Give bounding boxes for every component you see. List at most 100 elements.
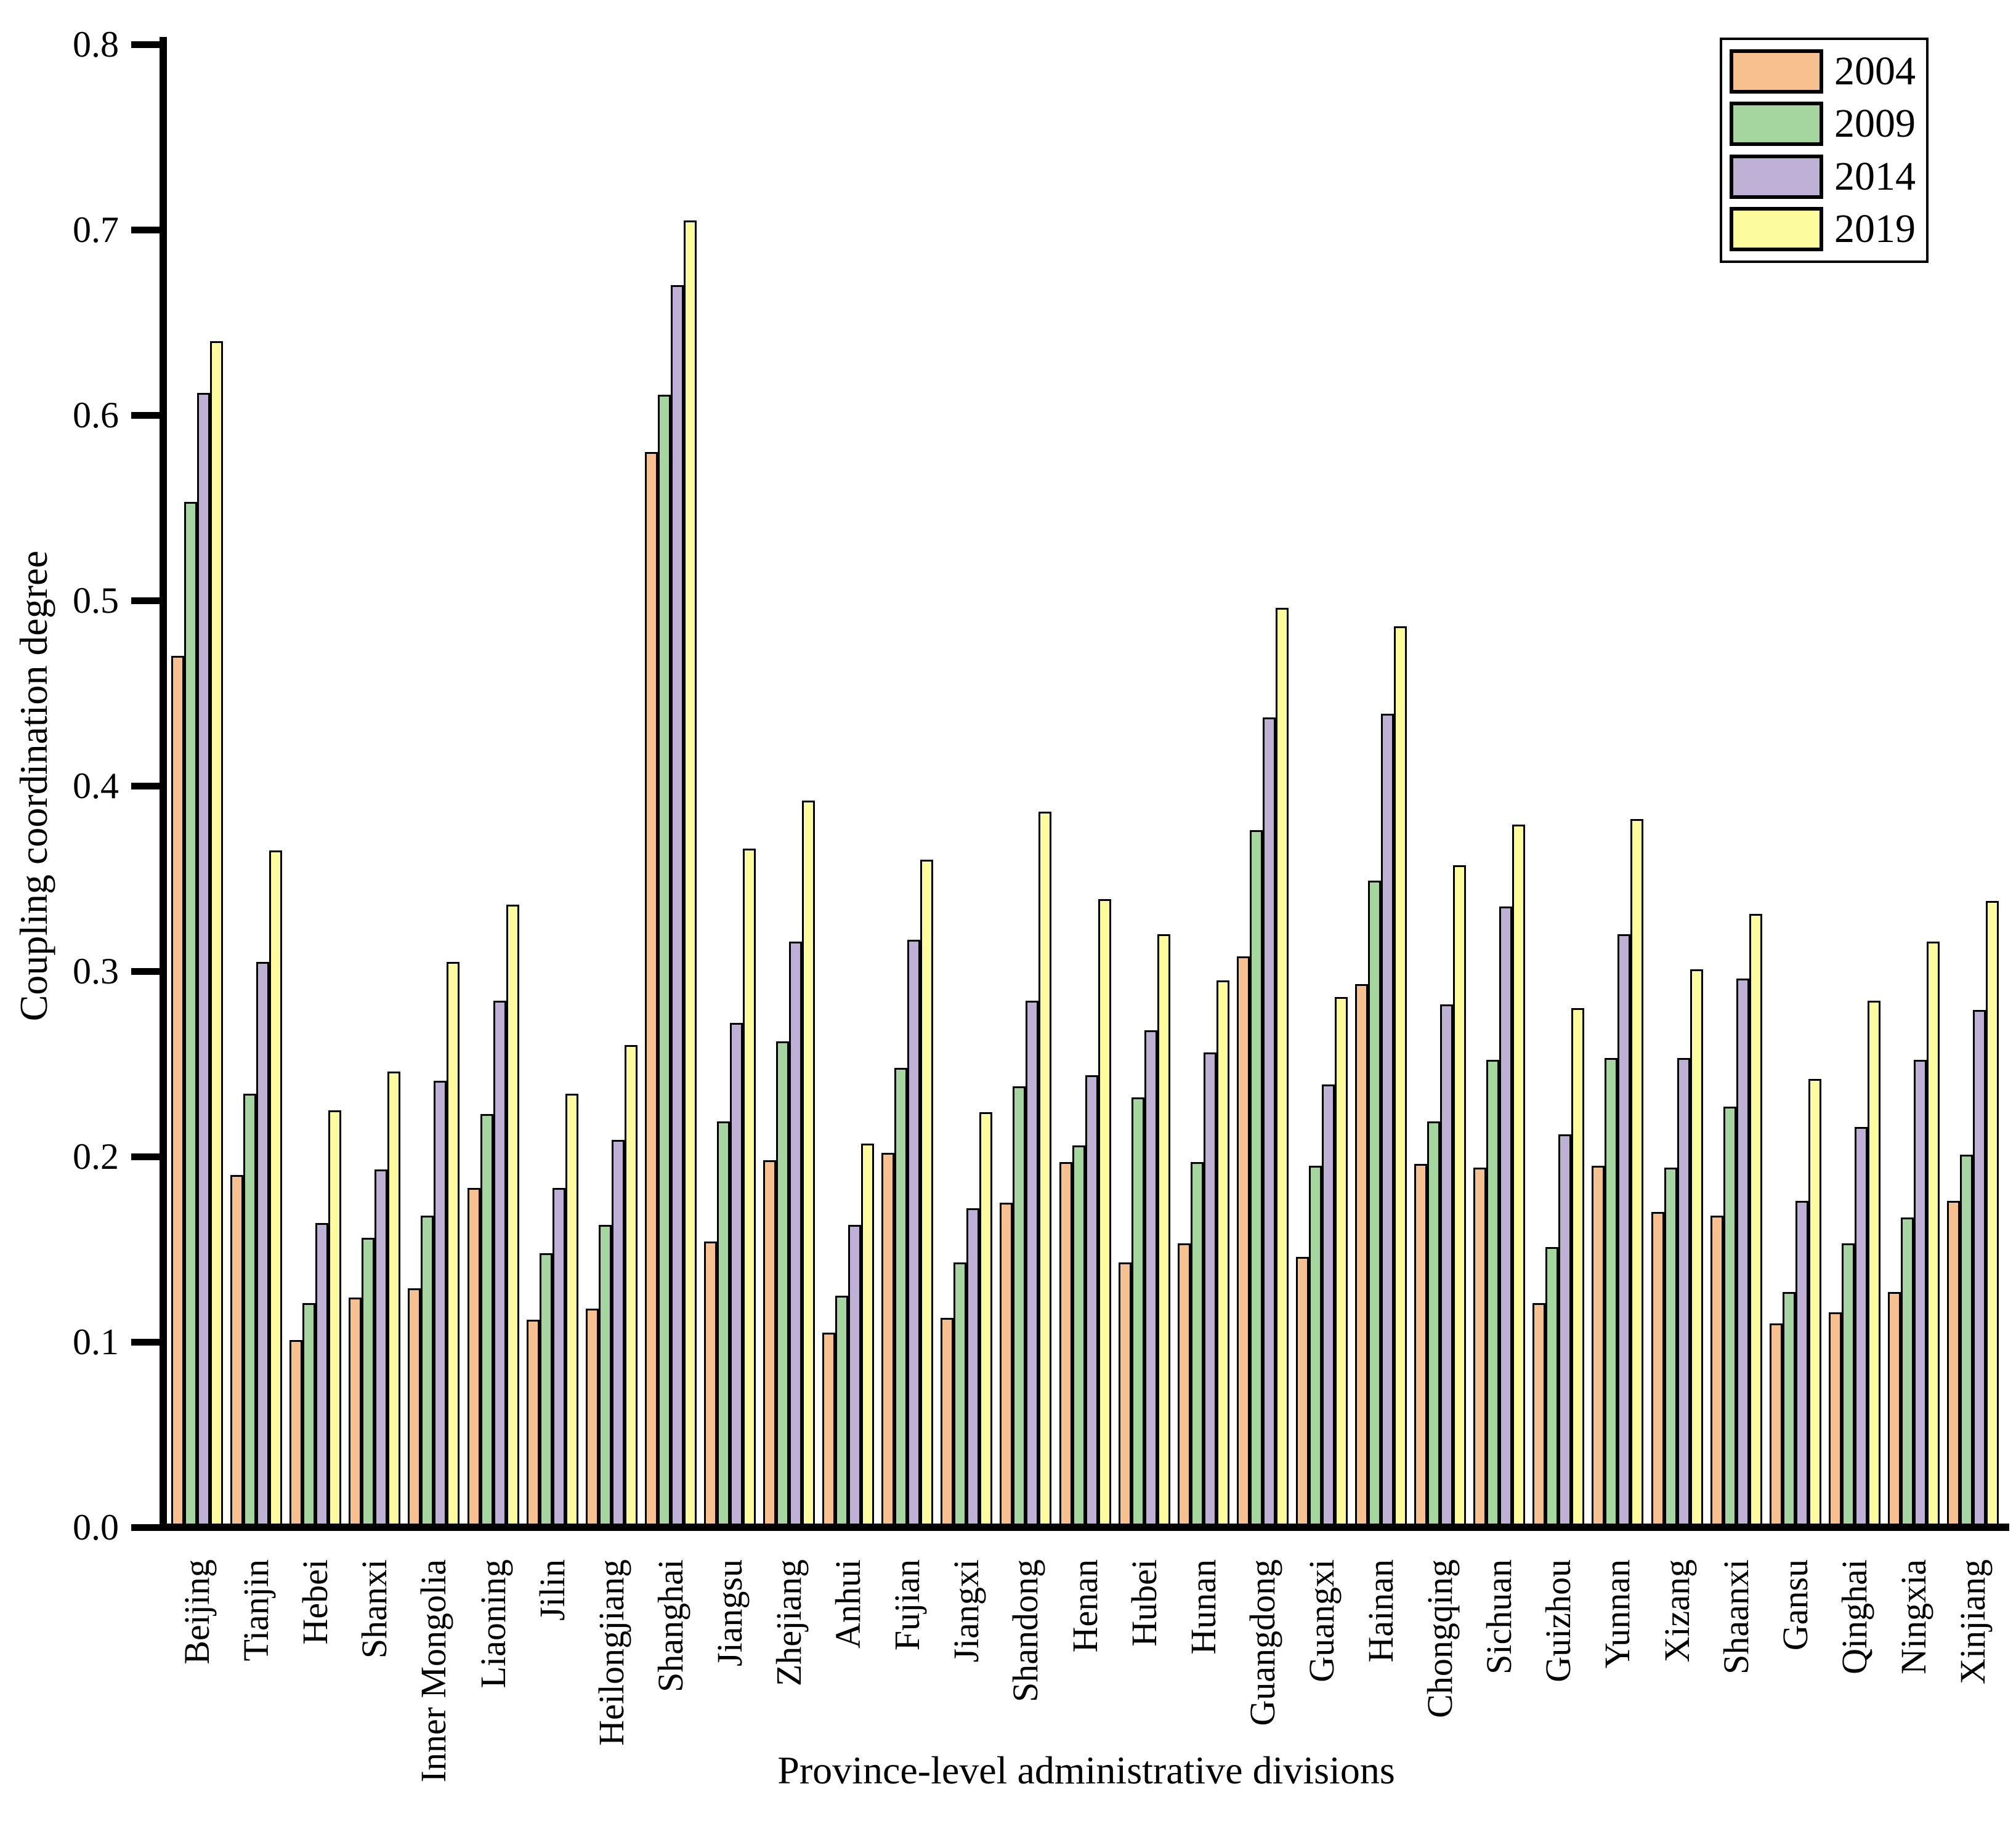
bar-jilin-2009	[539, 1253, 553, 1527]
bar-heilongjiang-2004	[585, 1308, 599, 1527]
bar-hebei-2019	[328, 1110, 342, 1527]
bar-shanxi-2014	[374, 1169, 388, 1527]
bar-xizang-2004	[1651, 1212, 1664, 1527]
y-tick	[131, 597, 160, 604]
x-category-label: Hebei	[295, 1559, 336, 1645]
x-category-label: Shanghai	[650, 1559, 690, 1692]
y-tick	[131, 226, 160, 233]
x-category-label: Guangxi	[1301, 1559, 1342, 1682]
bar-gansu-2004	[1769, 1323, 1783, 1527]
bar-shanxi-2004	[349, 1297, 362, 1527]
x-category-label: Liaoning	[472, 1559, 513, 1689]
bar-guizhou-2004	[1532, 1302, 1546, 1527]
x-category-label: Yunnan	[1597, 1559, 1638, 1669]
legend-item-2019: 2019	[1722, 204, 1926, 254]
bar-jilin-2019	[565, 1093, 578, 1527]
y-tick	[131, 411, 160, 419]
y-tick-label: 0.0	[73, 1507, 119, 1548]
x-category-label: Henan	[1064, 1559, 1105, 1653]
legend-label: 2004	[1834, 48, 1916, 94]
bar-tianjin-2009	[243, 1093, 257, 1527]
bar-fujian-2009	[894, 1067, 908, 1527]
x-axis-title: Province-level administrative divisions	[777, 1748, 1395, 1792]
y-tick-label: 0.6	[73, 395, 119, 435]
bar-yunnan-2014	[1617, 934, 1631, 1527]
bar-jiangxi-2014	[966, 1208, 980, 1527]
legend-item-2004: 2004	[1722, 46, 1926, 97]
bar-gansu-2009	[1782, 1291, 1795, 1527]
bar-hunan-2004	[1177, 1243, 1191, 1527]
y-tick-label: 0.7	[73, 209, 119, 250]
bar-ningxia-2019	[1926, 941, 1940, 1527]
bar-hainan-2004	[1355, 984, 1368, 1527]
bar-inner-mongolia-2019	[447, 961, 460, 1527]
x-category-label: Jiangxi	[946, 1559, 987, 1663]
bar-sichuan-2009	[1486, 1060, 1500, 1527]
bar-guangdong-2019	[1275, 608, 1289, 1527]
bar-sichuan-2004	[1473, 1168, 1487, 1527]
legend-swatch-2019	[1730, 207, 1823, 252]
bar-hainan-2019	[1394, 626, 1407, 1527]
bar-hubei-2019	[1157, 934, 1170, 1527]
bar-zhejiang-2004	[763, 1160, 776, 1527]
bar-qinghai-2009	[1841, 1243, 1855, 1527]
x-category-label: Jilin	[532, 1559, 572, 1621]
bar-guangxi-2019	[1334, 997, 1348, 1527]
x-category-label: Jiangsu	[709, 1559, 750, 1666]
y-tick-label: 0.1	[73, 1322, 119, 1362]
x-category-label: Heilongjiang	[591, 1559, 631, 1746]
bar-shandong-2009	[1013, 1086, 1026, 1527]
bar-jiangsu-2004	[703, 1242, 717, 1527]
bar-qinghai-2019	[1867, 1001, 1880, 1527]
bar-tianjin-2014	[256, 961, 270, 1527]
bar-hunan-2019	[1216, 980, 1229, 1527]
bar-guangdong-2009	[1249, 830, 1263, 1527]
bar-hebei-2009	[302, 1302, 316, 1527]
x-category-label: Shanxi	[354, 1559, 395, 1659]
y-tick	[131, 1153, 160, 1160]
bar-hainan-2014	[1381, 713, 1394, 1527]
legend-swatch-2009	[1730, 102, 1823, 147]
bar-inner-mongolia-2004	[408, 1288, 421, 1527]
bar-henan-2004	[1059, 1162, 1072, 1527]
bar-shanghai-2014	[670, 285, 684, 1527]
x-category-label: Hunan	[1183, 1559, 1223, 1655]
legend-item-2014: 2014	[1722, 151, 1926, 202]
bar-shaanxi-2004	[1710, 1216, 1723, 1527]
bar-shanghai-2019	[683, 220, 697, 1527]
legend-label: 2009	[1834, 101, 1916, 147]
y-tick	[131, 41, 160, 48]
bar-yunnan-2009	[1605, 1058, 1618, 1527]
bar-fujian-2014	[907, 939, 921, 1527]
bar-qinghai-2004	[1828, 1312, 1842, 1527]
bar-hubei-2014	[1144, 1030, 1157, 1527]
legend-item-2009: 2009	[1722, 99, 1926, 149]
bar-tianjin-2019	[269, 850, 283, 1527]
bar-shaanxi-2014	[1736, 979, 1749, 1527]
bar-hunan-2009	[1190, 1162, 1204, 1527]
bar-shaanxi-2009	[1723, 1106, 1736, 1527]
x-category-label: Guangdong	[1242, 1559, 1282, 1726]
bar-guizhou-2009	[1545, 1247, 1559, 1527]
bar-henan-2019	[1098, 898, 1111, 1527]
bar-xinjiang-2009	[1960, 1154, 1973, 1527]
x-axis-line	[160, 1524, 2009, 1531]
x-category-label: Shaanxi	[1715, 1559, 1756, 1674]
bar-liaoning-2019	[506, 904, 519, 1527]
bar-xinjiang-2019	[1986, 900, 1999, 1527]
bar-chongqing-2019	[1453, 865, 1467, 1527]
bar-jiangxi-2009	[953, 1262, 967, 1527]
bar-beijing-2009	[184, 502, 197, 1527]
bar-guizhou-2014	[1558, 1134, 1572, 1527]
bar-inner-mongolia-2009	[421, 1216, 434, 1527]
bar-anhui-2009	[835, 1295, 849, 1527]
x-category-label: Qinghai	[1834, 1559, 1874, 1674]
bar-anhui-2004	[822, 1332, 836, 1527]
y-tick-label: 0.3	[73, 951, 119, 991]
x-category-label: Shandong	[1005, 1559, 1046, 1702]
bar-zhejiang-2019	[802, 801, 815, 1527]
bar-shanxi-2019	[387, 1071, 401, 1527]
bar-anhui-2019	[861, 1143, 875, 1527]
y-tick-label: 0.4	[73, 765, 119, 806]
